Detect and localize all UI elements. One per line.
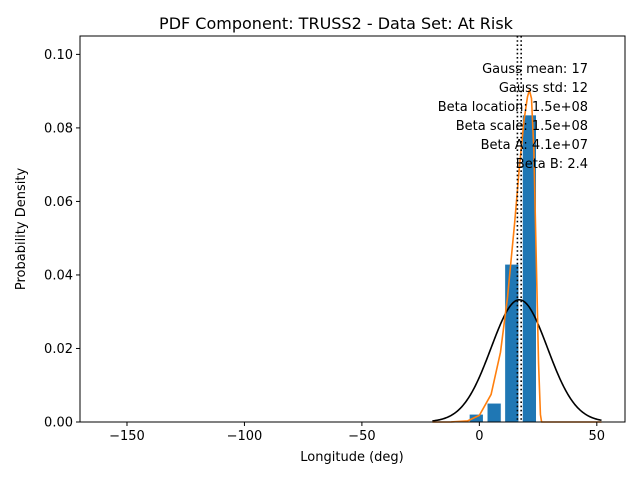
annotation-text: Beta location: 1.5e+08 (438, 100, 588, 115)
annotation-box: Gauss mean: 17 Gauss std: 12 Beta location… (438, 62, 588, 172)
histogram-bar (469, 413, 484, 423)
y-tick-label: 0.02 (44, 342, 73, 357)
x-tick-label: 50 (589, 429, 606, 444)
y-tick-label: 0.06 (44, 195, 73, 210)
x-axis: −150 −100 −50 0 50 (109, 422, 605, 444)
x-axis-label: Longitude (deg) (300, 450, 403, 465)
annotation-text: Beta scale: 1.5e+08 (456, 119, 588, 134)
y-tick-label: 0.08 (44, 121, 73, 136)
annotation-text: Gauss mean: 17 (482, 62, 588, 77)
x-tick-label: 0 (475, 429, 483, 444)
y-axis: 0.00 0.02 0.04 0.06 0.08 0.10 (44, 48, 80, 431)
chart-title: PDF Component: TRUSS2 - Data Set: At Ris… (159, 14, 514, 33)
y-axis-label: Probability Density (14, 168, 29, 291)
y-tick-label: 0.04 (44, 268, 73, 283)
annotation-text: Gauss std: 12 (499, 81, 588, 96)
beta-fit-line (432, 89, 602, 423)
annotation-text: Beta B: 2.4 (516, 157, 588, 172)
x-tick-label: −100 (227, 429, 263, 444)
histogram-bar (486, 402, 502, 423)
x-tick-label: −50 (348, 429, 375, 444)
axes-frame (79, 35, 626, 423)
annotation-text: Beta A: 4.1e+07 (481, 138, 588, 153)
plot-area (104, 36, 602, 423)
y-tick-label: 0.10 (44, 48, 73, 63)
gaussian-fit-line (432, 298, 602, 422)
x-tick-label: −150 (109, 429, 145, 444)
y-tick-label: 0.00 (44, 416, 73, 431)
